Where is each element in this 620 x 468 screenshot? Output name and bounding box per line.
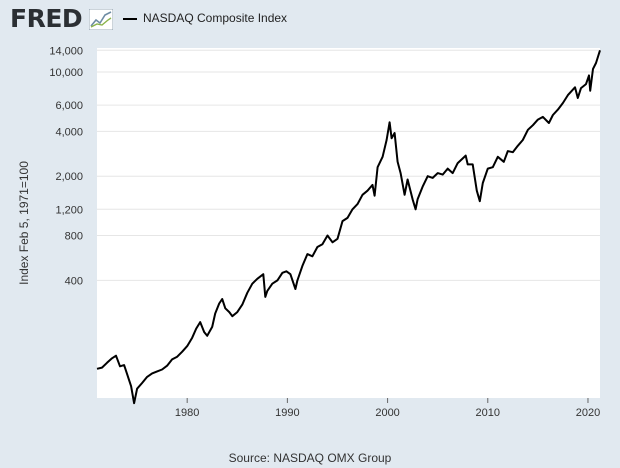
y-tick-label: 1,200 [55,204,83,216]
x-axis-ticks: 1980 1990 2000 2010 2020 [175,398,600,419]
chart-header: FRED NASDAQ Composite Index [0,0,620,44]
y-tick-label: 14,000 [49,45,83,57]
y-tick-label: 4,000 [55,126,83,138]
y-tick-label: 6,000 [55,100,83,112]
y-tick-label: 800 [65,231,83,243]
gridlines [97,49,600,281]
plot-area [97,48,600,398]
x-tick-label: 1980 [175,407,199,419]
x-tick-label: 2020 [576,407,600,419]
x-tick-label: 1990 [275,407,299,419]
y-axis-ticks: 400 800 1,200 2,000 4,000 6,000 10,000 14,000 [49,45,83,287]
fred-line-graph-icon [89,9,113,30]
y-axis-title: Index Feb 5, 1971=100 [17,161,31,285]
series-line-nasdaq[interactable] [96,49,601,405]
y-tick-label: 400 [65,275,83,287]
x-tick-label: 2010 [476,407,500,419]
source-note: Source: NASDAQ OMX Group [228,451,392,465]
fred-logo[interactable]: FRED [10,4,83,33]
x-tick-label: 2000 [375,407,399,419]
legend-series-swatch [123,18,137,20]
y-tick-label: 10,000 [49,67,83,79]
legend-series-label[interactable]: NASDAQ Composite Index [143,11,288,25]
y-tick-label: 2,000 [55,171,83,183]
